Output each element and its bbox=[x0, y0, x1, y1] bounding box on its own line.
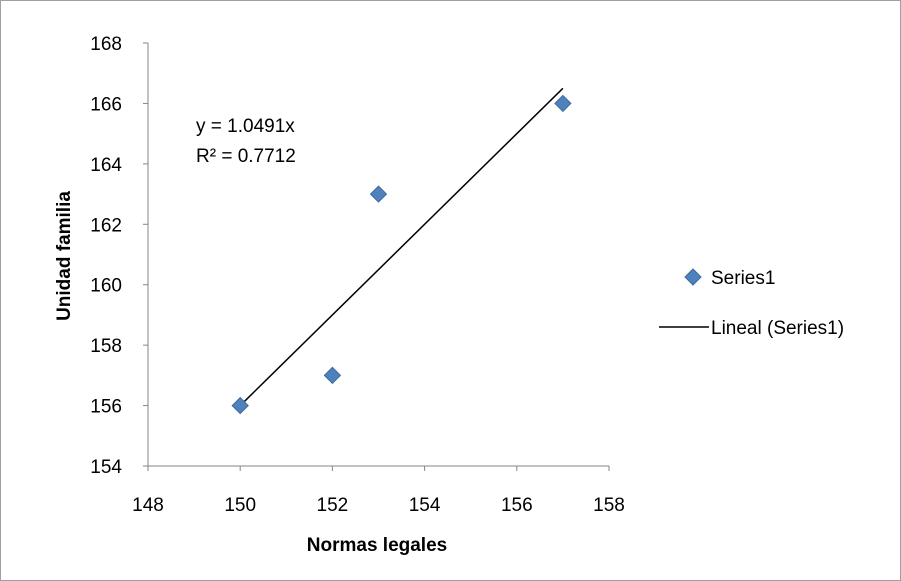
legend-trendline-label: Lineal (Series1) bbox=[711, 318, 844, 339]
y-tick-label: 156 bbox=[90, 397, 122, 418]
legend-series1-label: Series1 bbox=[711, 268, 775, 289]
y-axis-ticks: 154 156 158 160 162 164 166 168 bbox=[90, 34, 148, 478]
trend-r-squared: R² = 0.7712 bbox=[196, 146, 296, 167]
data-point bbox=[323, 366, 342, 385]
y-tick-label: 154 bbox=[90, 457, 122, 478]
x-tick-label: 158 bbox=[593, 495, 625, 516]
legend-series1-marker bbox=[684, 268, 702, 286]
x-axis-title: Normas legales bbox=[307, 535, 447, 556]
x-tick-label: 148 bbox=[132, 495, 164, 516]
trend-equation: y = 1.0491x bbox=[196, 116, 295, 137]
x-tick-label: 156 bbox=[501, 495, 533, 516]
data-point bbox=[369, 185, 388, 203]
data-point bbox=[231, 396, 249, 415]
x-tick-label: 150 bbox=[224, 495, 256, 516]
y-axis-title: Unidad familia bbox=[54, 191, 75, 321]
trendline-layer bbox=[239, 87, 564, 407]
axes bbox=[147, 43, 609, 467]
y-tick-label: 164 bbox=[90, 155, 122, 176]
x-axis-ticks: 148 150 152 154 156 158 bbox=[132, 466, 625, 516]
trendline bbox=[239, 87, 564, 407]
y-tick-label: 168 bbox=[90, 34, 122, 55]
legend: Series1 Lineal (Series1) bbox=[659, 268, 844, 339]
x-tick-label: 154 bbox=[409, 495, 441, 516]
y-tick-label: 162 bbox=[90, 215, 122, 236]
x-tick-label: 152 bbox=[317, 495, 349, 516]
y-tick-label: 166 bbox=[90, 94, 122, 115]
data-points bbox=[231, 94, 572, 415]
data-point bbox=[554, 94, 572, 113]
y-tick-label: 158 bbox=[90, 336, 122, 357]
y-tick-label: 160 bbox=[90, 276, 122, 297]
